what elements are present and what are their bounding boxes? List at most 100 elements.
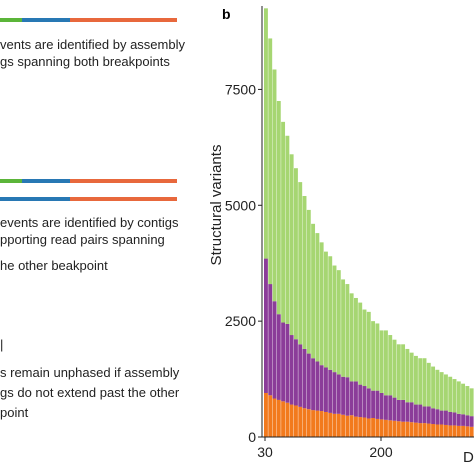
bar-segment-s0-b27 <box>379 419 384 437</box>
bar-segment-s0-b23 <box>362 417 367 437</box>
bar-segment-s1-b13 <box>319 365 324 412</box>
bar-segment-s0-b9 <box>302 408 307 437</box>
bar-segment-s1-b44 <box>452 412 457 426</box>
bar-segment-s2-b20 <box>349 293 354 382</box>
bar-segment-s1-b37 <box>422 406 427 424</box>
x-axis-ticks: 30 200 <box>257 437 393 460</box>
bar-segment-s0-b8 <box>298 406 303 437</box>
bar-segment-s2-b30 <box>392 339 397 398</box>
bar-segment-s1-b26 <box>375 390 380 419</box>
bar-segment-s0-b19 <box>345 415 350 437</box>
panel-a-text-3-line-2: gs do not extend past the other <box>0 385 180 400</box>
bar-segment-s2-b13 <box>319 242 324 366</box>
bar-segment-s2-b41 <box>439 372 444 411</box>
bar-segment-s0-b26 <box>375 418 380 437</box>
y-tick-label-0: 0 <box>248 429 256 445</box>
bar-segment-s1-b7 <box>294 339 298 406</box>
bar-segment-s1-b30 <box>392 397 397 421</box>
bar-segment-s2-b36 <box>418 358 423 405</box>
bar-segment-s2-b21 <box>354 297 358 382</box>
bar-segment-s1-b3 <box>276 314 281 400</box>
bar-segment-s0-b11 <box>311 410 316 437</box>
x-axis-title: D <box>463 449 474 466</box>
bar-segment-s0-b35 <box>414 422 418 437</box>
bar-segment-s0-b43 <box>448 425 453 437</box>
bar-segment-s1-b2 <box>272 301 277 399</box>
bar-segment-s1-b8 <box>298 344 303 407</box>
bar-segment-s2-b25 <box>371 321 376 391</box>
y-axis-title: Structural variants <box>208 145 225 266</box>
bar-segment-s0-b24 <box>366 418 371 437</box>
bar-segment-s1-b33 <box>405 402 410 422</box>
bar-segment-s1-b40 <box>435 409 440 425</box>
bar-segment-s2-b37 <box>422 358 427 407</box>
bar-segment-s0-b46 <box>461 425 466 437</box>
bar-segment-s2-b19 <box>345 284 350 378</box>
bar-segment-s0-b37 <box>422 423 427 437</box>
contig-line-top-green <box>0 18 22 22</box>
bar-segment-s1-b31 <box>396 399 401 422</box>
bar-segment-s2-b24 <box>366 311 371 389</box>
y-tick-label-1: 2500 <box>225 313 256 329</box>
contig-line-mid1-green <box>0 179 22 183</box>
bar-segment-s1-b36 <box>418 404 423 424</box>
bar-segment-s1-b15 <box>328 369 333 413</box>
bar-segment-s0-b44 <box>452 425 457 437</box>
bar-segment-s0-b13 <box>319 411 324 437</box>
bar-segment-s2-b34 <box>409 352 414 403</box>
bar-segment-s0-b42 <box>444 424 448 437</box>
bar-segment-s2-b0 <box>264 8 268 259</box>
panel-a-text-1-line-2: gs spanning both breakpoints <box>0 54 170 69</box>
bar-segment-s0-b5 <box>285 402 290 437</box>
bar-segment-s2-b14 <box>324 251 328 368</box>
bar-segment-s2-b23 <box>362 309 367 387</box>
contig-line-mid1-orange <box>70 179 177 183</box>
bar-segment-s2-b8 <box>298 182 303 345</box>
bar-segment-s0-b29 <box>388 420 393 437</box>
bar-segment-s1-b39 <box>431 408 436 425</box>
contig-line-top-blue <box>22 18 70 22</box>
panel-a-text-3-line-1: s remain unphased if assembly <box>0 365 180 380</box>
bar-segment-s2-b7 <box>294 168 298 340</box>
bar-segment-s2-b11 <box>311 223 316 359</box>
bar-segment-s1-b27 <box>379 392 384 420</box>
bar-segment-s2-b1 <box>268 38 273 285</box>
bar-segment-s0-b0 <box>264 392 268 437</box>
bar-segment-s1-b42 <box>444 410 448 425</box>
bar-segment-s2-b29 <box>388 335 393 396</box>
y-tick-label-2: 5000 <box>225 197 256 213</box>
bar-segment-s1-b38 <box>426 406 431 424</box>
bar-segment-s1-b48 <box>469 416 474 427</box>
bar-segment-s0-b21 <box>354 416 358 437</box>
panel-a-text-2-line-1: events are identified by contigs <box>0 215 179 230</box>
bar-segment-s2-b12 <box>315 233 320 362</box>
bar-segment-s2-b48 <box>469 388 474 417</box>
bar-segment-s1-b16 <box>332 372 337 414</box>
panel-a-text-2-line-3: he other beakpoint <box>0 258 108 273</box>
bar-segment-s1-b35 <box>414 404 418 423</box>
bar-segment-s2-b18 <box>341 279 346 377</box>
bar-segment-s0-b15 <box>328 412 333 437</box>
bar-segment-s2-b3 <box>276 101 281 315</box>
bar-segment-s2-b27 <box>379 330 384 393</box>
bar-segment-s0-b12 <box>315 410 320 437</box>
bar-segment-s2-b6 <box>289 154 294 336</box>
y-tick-label-3: 7500 <box>225 81 256 97</box>
bar-segment-s1-b17 <box>336 374 341 414</box>
bar-segment-s1-b34 <box>409 402 414 423</box>
bar-segment-s2-b46 <box>461 383 466 415</box>
bar-segment-s0-b45 <box>456 425 461 437</box>
bar-segment-s0-b17 <box>336 413 341 437</box>
bar-segment-s2-b35 <box>414 355 418 405</box>
bar-segment-s1-b20 <box>349 381 354 416</box>
panel-a-text-2-line-2: pporting read pairs spanning <box>0 232 165 247</box>
bar-segment-s1-b19 <box>345 377 350 416</box>
bar-segment-s0-b7 <box>294 405 298 437</box>
bar-segment-s1-b11 <box>311 358 316 411</box>
bar-segment-s0-b47 <box>465 426 470 437</box>
bar-segment-s1-b6 <box>289 335 294 405</box>
bar-segment-s1-b24 <box>366 388 371 419</box>
bar-segment-s1-b12 <box>315 361 320 411</box>
bar-segment-s2-b33 <box>405 348 410 403</box>
